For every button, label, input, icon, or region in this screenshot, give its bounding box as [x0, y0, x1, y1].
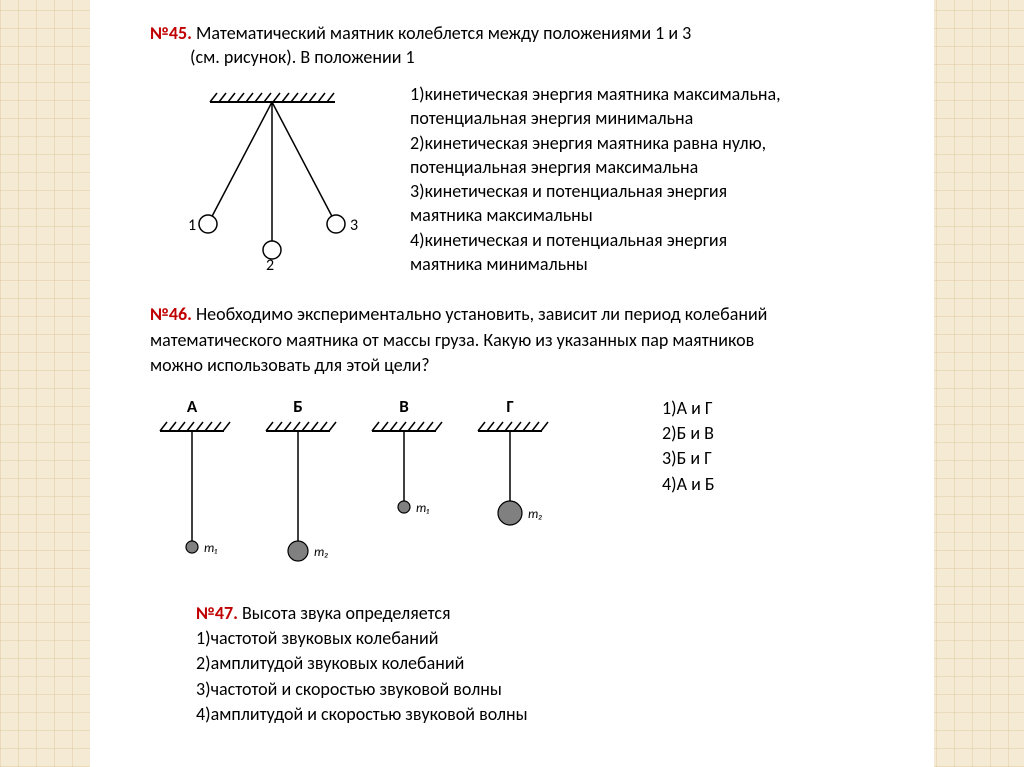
- svg-text:2: 2: [266, 256, 274, 272]
- q45-stem-line1: №45. Математический маятник колеблется м…: [150, 22, 884, 44]
- pendulum-label: Б: [256, 396, 340, 417]
- q46-figure: Аm₁ Бm₂ Вm₁ Гm₂: [150, 396, 552, 567]
- q46-stem-line3: можно использовать для этой цели?: [150, 353, 884, 378]
- q47-opt4: 4)амплитудой и скоростью звуковой волны: [196, 702, 884, 727]
- q47-stem: Высота звука определяется: [238, 602, 451, 624]
- q46-number: №46.: [150, 303, 192, 325]
- q47: №47. Высота звука определяется 1)частото…: [196, 601, 884, 727]
- pendulum-label: В: [362, 396, 446, 417]
- q47-opt1: 1)частотой звуковых колебаний: [196, 626, 884, 651]
- q46-stem-line1: №46. Необходимо экспериментально установ…: [150, 302, 884, 327]
- pendulum-label: А: [150, 396, 234, 417]
- q45-stem1: Математический маятник колеблется между …: [192, 22, 691, 44]
- q45-stem-line2: (см. рисунок). В положении 1: [190, 46, 884, 68]
- q47-opt3: 3)частотой и скоростью звуковой волны: [196, 677, 884, 702]
- q45-opt1-l1: 1)кинетическая энергия маятника максимал…: [410, 82, 884, 106]
- pendulum-b: Бm₂: [256, 396, 340, 567]
- q45-opt3-l1: 3)кинетическая и потенциальная энергия: [410, 179, 884, 203]
- q45-opt3-l2: маятника максимальны: [410, 203, 884, 227]
- svg-text:3: 3: [350, 216, 358, 235]
- svg-text:m₂: m₂: [528, 507, 543, 522]
- q45-figure: 1 2 3: [150, 82, 380, 276]
- q46-stem-line2: математического маятника от массы груза.…: [150, 328, 884, 353]
- q46-opt3: 3)Б и Г: [662, 446, 715, 471]
- svg-text:1: 1: [188, 216, 196, 235]
- q47-stem-line: №47. Высота звука определяется: [196, 601, 884, 626]
- svg-text:m₁: m₁: [416, 501, 429, 516]
- q45-options: 1)кинетическая энергия маятника максимал…: [410, 82, 884, 276]
- q47-opt2: 2)амплитудой звуковых колебаний: [196, 651, 884, 676]
- pendulum-c: Вm₁: [362, 396, 446, 567]
- page: №45. Математический маятник колеблется м…: [90, 0, 934, 767]
- q45-number: №45.: [150, 22, 192, 44]
- q45-opt2-l2: потенциальная энергия максимальна: [410, 155, 884, 179]
- pendulum-label: Г: [468, 396, 552, 417]
- q46-opt1: 1)А и Г: [662, 396, 715, 421]
- q46-stem1: Необходимо экспериментально установить, …: [192, 303, 768, 325]
- q45: №45. Математический маятник колеблется м…: [150, 22, 884, 276]
- pendulum-a: Аm₁: [150, 396, 234, 567]
- q46-opt4: 4)А и Б: [662, 472, 715, 497]
- q46-opt2: 2)Б и В: [662, 421, 715, 446]
- pendulum-d: Гm₂: [468, 396, 552, 567]
- q47-number: №47.: [196, 602, 238, 624]
- svg-text:m₁: m₁: [204, 541, 217, 556]
- q45-opt2-l1: 2)кинетическая энергия маятника равна ну…: [410, 131, 884, 155]
- q46-options: 1)А и Г 2)Б и В 3)Б и Г 4)А и Б: [662, 396, 715, 497]
- svg-text:m₂: m₂: [314, 545, 329, 560]
- q46: №46. Необходимо экспериментально установ…: [150, 302, 884, 567]
- q45-opt4-l2: маятника минимальны: [410, 252, 884, 276]
- q45-opt4-l1: 4)кинетическая и потенциальная энергия: [410, 228, 884, 252]
- q45-opt1-l2: потенциальная энергия минимальна: [410, 106, 884, 130]
